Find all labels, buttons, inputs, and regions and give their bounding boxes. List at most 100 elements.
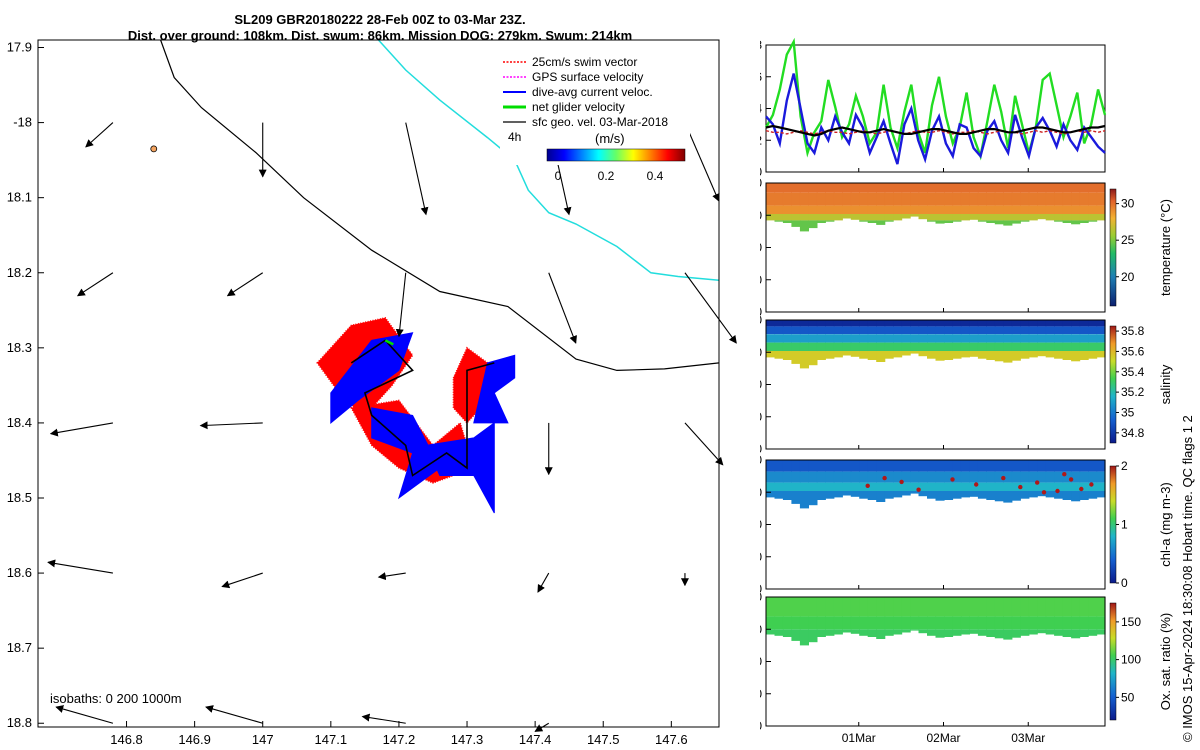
depth-cell xyxy=(893,214,903,221)
depth-cell xyxy=(766,320,776,327)
colorbar-tick-label: 1 xyxy=(1121,518,1128,532)
depth-cell xyxy=(1003,471,1013,483)
depth-cell xyxy=(867,192,877,206)
depth-cell xyxy=(986,351,996,360)
depth-cell xyxy=(867,597,877,617)
depth-cell xyxy=(782,342,792,351)
depth-cell xyxy=(918,471,928,483)
depth-cell xyxy=(944,326,954,335)
depth-cell xyxy=(952,482,962,491)
depth-cell xyxy=(816,205,826,214)
velocity-series-line xyxy=(764,37,1107,161)
depth-cell xyxy=(935,214,945,221)
depth-cell xyxy=(833,214,843,221)
depth-cell xyxy=(859,597,869,617)
depth-cell xyxy=(791,320,801,327)
depth-cell xyxy=(910,192,920,206)
depth-cell xyxy=(927,342,937,351)
colorbar-label: salinity xyxy=(1158,364,1173,404)
depth-cell xyxy=(1020,342,1030,351)
depth-cell xyxy=(774,597,784,617)
depth-cell xyxy=(859,326,869,335)
depth-cell xyxy=(774,491,784,499)
depth-cell xyxy=(1062,342,1072,351)
depth-cell xyxy=(850,482,860,491)
depth-cell xyxy=(960,597,970,617)
depth-cell xyxy=(1088,183,1098,193)
depth-cell xyxy=(833,320,843,327)
depth-cell xyxy=(927,471,937,483)
velocity-axes-box xyxy=(765,44,1106,173)
depth-cell xyxy=(1088,616,1098,630)
depth-cell xyxy=(1079,320,1089,327)
depth-cell xyxy=(884,326,894,335)
depth-cell xyxy=(1028,482,1038,491)
depth-cell xyxy=(1045,491,1055,498)
depth-cell xyxy=(994,616,1004,630)
depth-cell xyxy=(1003,220,1013,226)
depth-cell xyxy=(1028,192,1038,206)
y-tick-label: 18.8 xyxy=(7,715,32,730)
depth-cell xyxy=(1096,629,1106,635)
depth-cell xyxy=(918,183,928,193)
depth-cell xyxy=(799,351,809,369)
depth-cell xyxy=(1045,460,1055,472)
depth-cell xyxy=(808,192,818,206)
depth-cell xyxy=(1003,192,1013,206)
depth-cell xyxy=(808,334,818,343)
depth-cell xyxy=(808,491,818,506)
depth-cell xyxy=(1062,629,1072,637)
depth-cell xyxy=(1028,214,1038,221)
depth-cell xyxy=(867,616,877,630)
depth-cell xyxy=(994,482,1004,491)
geo-velocity-arrow xyxy=(199,421,263,430)
depth-cell xyxy=(791,597,801,617)
depth-cell xyxy=(876,183,886,193)
depth-cell xyxy=(876,460,886,472)
x-tick-label: 147.2 xyxy=(383,732,416,747)
depth-cell xyxy=(910,214,920,217)
depth-cell xyxy=(960,192,970,206)
depth-cell xyxy=(791,192,801,206)
depth-cell xyxy=(774,334,784,343)
depth-cell xyxy=(842,351,852,356)
colorbar-tick-label: 20 xyxy=(1121,270,1135,284)
depth-cell xyxy=(1045,597,1055,617)
isobaths-label: isobaths: 0 200 1000m xyxy=(50,691,182,706)
depth-cell xyxy=(893,192,903,206)
depth-cell xyxy=(782,220,792,223)
depth-cell xyxy=(977,192,987,206)
depth-cell xyxy=(791,214,801,221)
depth-cell xyxy=(825,326,835,335)
depth-cell xyxy=(808,342,818,351)
depth-cell xyxy=(910,629,920,631)
depth-cell xyxy=(893,491,903,498)
depth-cell xyxy=(960,629,970,635)
depth-cell xyxy=(901,334,911,343)
chl-hotspot-dot xyxy=(1062,472,1067,477)
depth-y-tick-label: 150 xyxy=(760,687,762,701)
depth-cell xyxy=(1054,220,1064,222)
depth-cell xyxy=(782,482,792,491)
map-axes-box xyxy=(37,39,720,728)
depth-cell xyxy=(994,629,1004,639)
depth-cell xyxy=(994,334,1004,343)
depth-cell xyxy=(766,205,776,214)
depth-cell xyxy=(782,351,792,360)
depth-cell xyxy=(1088,214,1098,221)
depth-cell xyxy=(927,482,937,491)
depth-cell xyxy=(1028,351,1038,358)
depth-cell xyxy=(1071,471,1081,483)
depth-cell xyxy=(816,597,826,617)
depth-cell xyxy=(977,629,987,636)
depth-cell xyxy=(766,460,776,472)
depth-cell xyxy=(1045,471,1055,483)
chl-hotspot-dot xyxy=(882,475,887,481)
depth-cell xyxy=(969,491,979,497)
depth-cell xyxy=(867,334,877,343)
depth-cell xyxy=(1088,471,1098,483)
velocity-y-tick-label: 0.4 xyxy=(760,102,762,116)
colorbar-unit-label: (m/s) xyxy=(595,131,625,146)
depth-cell xyxy=(918,214,928,220)
geo-velocity-arrow xyxy=(395,272,407,338)
